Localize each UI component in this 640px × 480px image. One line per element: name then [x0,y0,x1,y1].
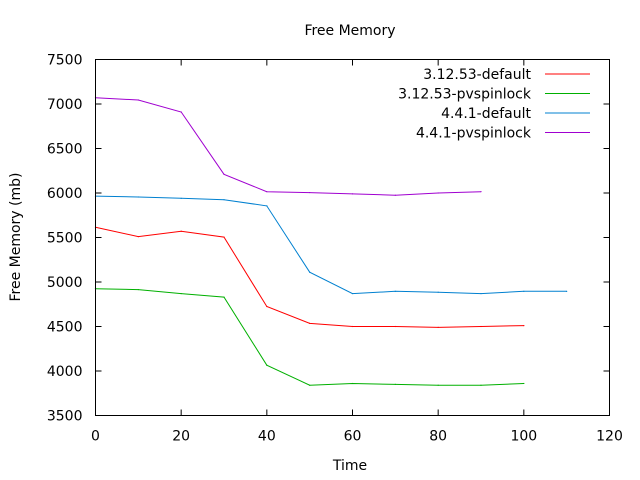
data-point [351,292,354,295]
data-point [266,205,268,207]
series-lines [94,97,568,386]
series-line-2 [95,195,567,295]
data-point [309,271,311,273]
x-tick-label: 60 [344,429,362,445]
data-point [351,193,354,195]
data-point [523,382,525,385]
y-tick-label: 3500 [47,409,83,425]
data-point [180,292,182,295]
legend-label: 4.4.1-pvspinlock [416,126,532,142]
x-tick-label: 80 [429,429,447,445]
data-point [394,194,396,196]
series-line-3 [95,97,482,196]
data-point [351,325,354,328]
chart-title: Free Memory [304,23,395,39]
x-tick-label: 120 [596,429,623,445]
x-tick-label: 100 [510,429,537,445]
data-point [223,199,225,201]
data-point [137,236,139,238]
data-point [180,230,182,232]
data-point [309,384,311,386]
data-point [223,296,225,298]
data-point [266,191,268,193]
legend-label: 3.12.53-default [423,67,531,83]
data-point [437,192,439,194]
data-point [351,382,354,385]
legend-label: 4.4.1-default [441,106,531,122]
data-point [137,99,139,101]
data-point [480,325,482,328]
data-point [266,305,268,308]
x-tick-label: 40 [258,429,276,445]
x-tick-label: 20 [172,429,190,445]
data-point [309,191,311,194]
data-point [137,196,139,198]
data-point [523,290,525,292]
data-point [437,291,439,293]
data-point [137,288,139,291]
x-axis-label: Time [332,458,367,474]
data-point [480,292,482,295]
data-point [309,322,311,324]
series-line-1 [95,288,524,386]
data-point [223,173,225,175]
data-point [266,364,268,366]
y-tick-label: 4000 [47,364,83,380]
data-point [523,325,525,327]
y-tick-label: 4500 [47,320,83,336]
data-point [437,326,439,328]
data-point [180,197,182,199]
data-point [480,191,482,193]
series-line-0 [95,226,524,328]
y-tick-label: 5000 [47,275,83,291]
legend: 3.12.53-default 3.12.53-pvspinlock 4.4.1-d… [398,67,590,142]
data-point [566,290,568,292]
x-tick-label: 0 [91,429,100,445]
legend-label: 3.12.53-pvspinlock [398,87,532,103]
data-point [180,111,182,113]
data-point [394,290,396,292]
data-point [437,384,439,386]
y-axis-label: Free Memory (mb) [8,173,24,302]
data-point [223,236,225,238]
data-point [394,383,396,385]
data-point [480,384,482,386]
y-tick-label: 6500 [47,142,83,158]
data-point [394,325,396,328]
y-tick-label: 5500 [47,231,83,247]
y-tick-label: 6000 [47,186,83,202]
plot-frame [95,59,610,416]
y-tick-label: 7000 [47,97,83,113]
axes: 0 20 40 60 80 100 120 3500 4000 4500 5000 5500 6000 6… [47,53,623,445]
y-tick-label: 7500 [47,53,83,69]
